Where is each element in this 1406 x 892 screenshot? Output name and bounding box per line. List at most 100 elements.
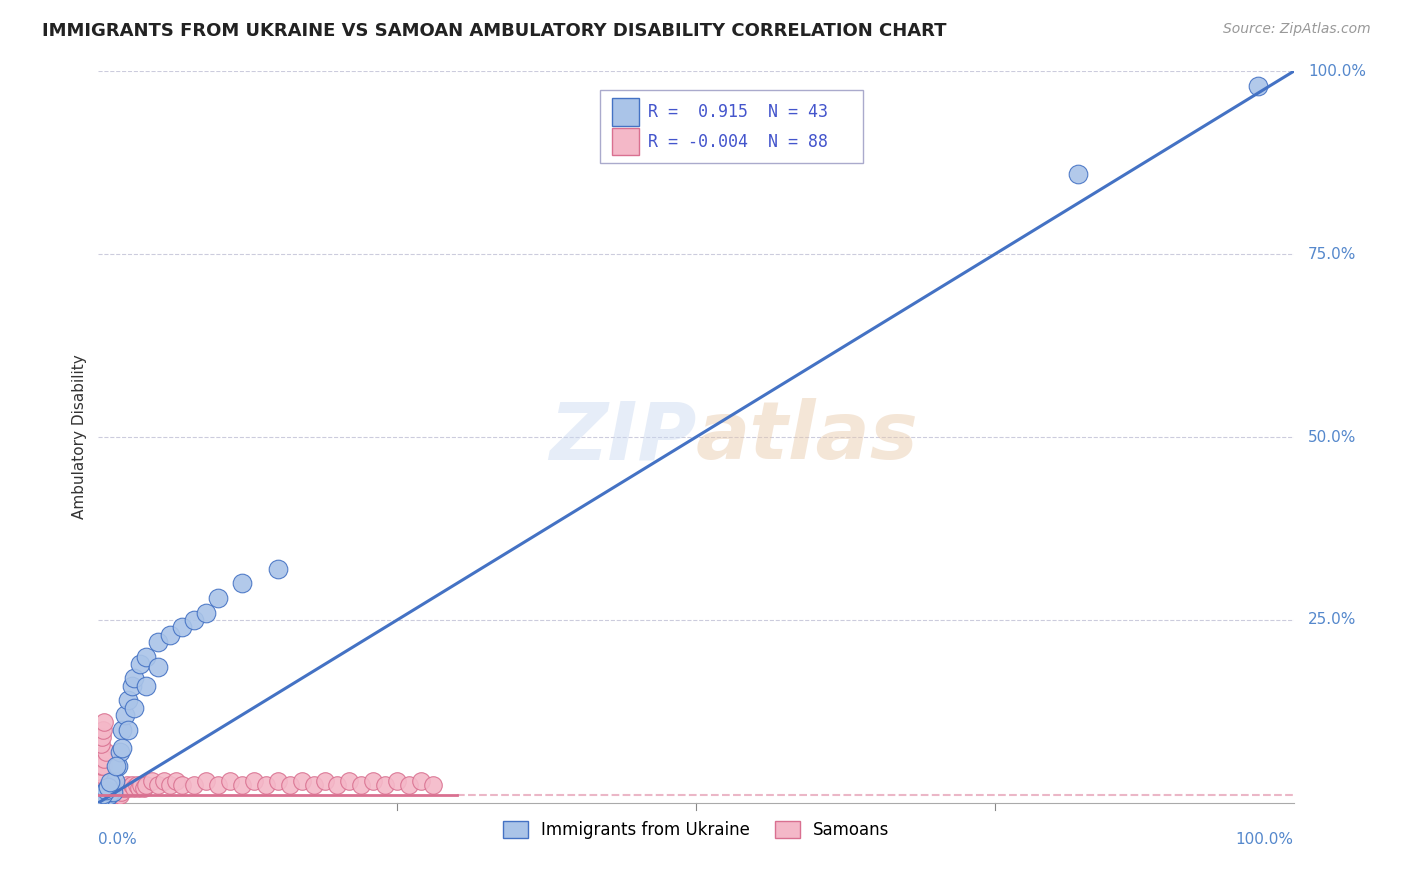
Point xyxy=(91,792,114,806)
Point xyxy=(101,792,124,806)
Point xyxy=(135,649,157,664)
Point xyxy=(98,789,121,803)
Point xyxy=(101,785,124,799)
Point xyxy=(124,672,146,686)
Point xyxy=(172,620,194,634)
Point xyxy=(93,752,115,766)
Point xyxy=(117,723,139,737)
Point xyxy=(96,792,118,806)
Point xyxy=(104,773,127,788)
Point xyxy=(231,778,253,792)
FancyBboxPatch shape xyxy=(600,90,863,163)
Text: Source: ZipAtlas.com: Source: ZipAtlas.com xyxy=(1223,22,1371,37)
Point xyxy=(117,693,139,707)
Point xyxy=(105,785,128,799)
Point xyxy=(115,778,138,792)
Point xyxy=(148,635,170,649)
Point xyxy=(94,792,117,806)
Point xyxy=(121,679,143,693)
Point xyxy=(267,773,290,788)
Point xyxy=(1067,167,1090,181)
Point xyxy=(326,778,349,792)
Point xyxy=(98,789,121,803)
Point xyxy=(219,773,242,788)
Point xyxy=(165,773,187,788)
Point xyxy=(107,785,129,799)
Point xyxy=(148,660,170,674)
Point xyxy=(97,780,120,794)
Point xyxy=(90,792,112,806)
Point xyxy=(91,730,114,744)
Point xyxy=(91,792,114,806)
Point xyxy=(411,773,433,788)
Point xyxy=(302,778,325,792)
Point xyxy=(114,708,136,723)
Point xyxy=(124,781,146,796)
Point xyxy=(94,789,117,803)
Point xyxy=(422,778,444,792)
Point xyxy=(89,789,111,803)
Point xyxy=(93,792,115,806)
Point xyxy=(91,792,114,806)
Text: 50.0%: 50.0% xyxy=(1308,430,1357,444)
Point xyxy=(114,781,136,796)
Legend: Immigrants from Ukraine, Samoans: Immigrants from Ukraine, Samoans xyxy=(496,814,896,846)
Text: ZIP: ZIP xyxy=(548,398,696,476)
Point xyxy=(89,792,111,806)
Point xyxy=(89,766,111,780)
Point xyxy=(91,785,114,799)
FancyBboxPatch shape xyxy=(613,128,638,155)
Point xyxy=(135,778,157,792)
Point xyxy=(129,657,152,671)
Point xyxy=(103,792,125,806)
Point xyxy=(98,785,122,799)
Text: 25.0%: 25.0% xyxy=(1308,613,1357,627)
Point xyxy=(118,781,141,796)
Point xyxy=(385,773,409,788)
Point xyxy=(159,778,181,792)
Point xyxy=(94,792,117,806)
Point xyxy=(91,752,114,766)
Point xyxy=(97,789,120,803)
Point xyxy=(96,785,118,799)
Point xyxy=(111,740,134,755)
Point xyxy=(101,789,124,803)
Text: atlas: atlas xyxy=(696,398,918,476)
Text: 75.0%: 75.0% xyxy=(1308,247,1357,261)
Point xyxy=(96,789,118,803)
Point xyxy=(172,778,194,792)
Point xyxy=(148,778,170,792)
Text: R =  0.915  N = 43: R = 0.915 N = 43 xyxy=(648,103,828,120)
Point xyxy=(207,591,229,605)
Point xyxy=(121,778,143,792)
Point xyxy=(131,778,153,792)
Point xyxy=(91,723,114,737)
Point xyxy=(91,792,114,806)
Point xyxy=(110,785,132,799)
Point xyxy=(125,778,148,792)
Point xyxy=(91,759,114,773)
Point xyxy=(93,715,115,730)
Point xyxy=(374,778,396,792)
Text: 100.0%: 100.0% xyxy=(1308,64,1365,78)
Point xyxy=(254,778,277,792)
Point xyxy=(97,792,120,806)
Point xyxy=(1247,78,1270,93)
Point xyxy=(91,787,114,801)
Point xyxy=(93,785,115,799)
Point xyxy=(132,781,155,796)
Point xyxy=(97,785,120,799)
Point xyxy=(98,775,122,789)
Point xyxy=(107,789,129,803)
Point xyxy=(96,789,118,803)
Point xyxy=(350,778,373,792)
Point xyxy=(91,792,114,806)
Point xyxy=(91,785,114,799)
Point xyxy=(183,613,205,627)
Point xyxy=(91,781,114,796)
Point xyxy=(183,778,205,792)
Point xyxy=(90,789,112,804)
Point xyxy=(105,759,128,773)
Point xyxy=(398,778,420,792)
Point xyxy=(363,773,385,788)
